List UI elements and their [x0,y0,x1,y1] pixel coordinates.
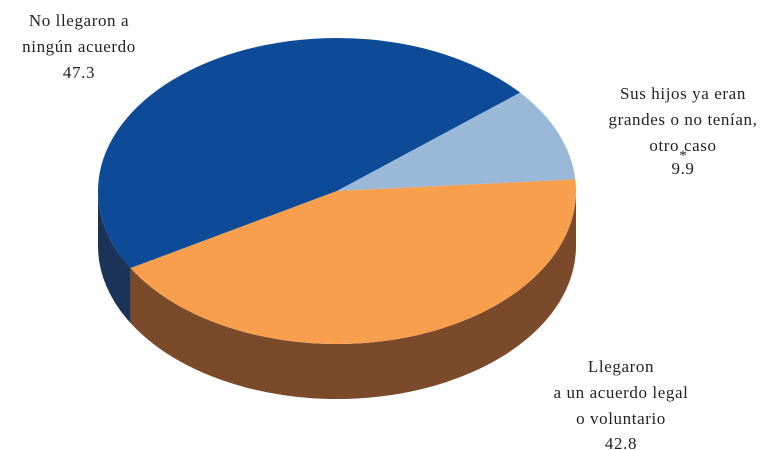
pie-slice-ningun-acuerdo [98,38,521,269]
label-acuerdo-legal-line-2: a un acuerdo legal [554,383,689,402]
label-acuerdo-legal-line-1: Llegaron [588,357,654,376]
label-acuerdo-legal-line-3: o voluntario [576,409,666,428]
label-otro-caso-line-3: otro caso [649,136,716,155]
label-ningun-acuerdo: No llegaron a ningún acuerdo 47.3 [22,11,136,82]
value-ningun-acuerdo: 47.3 [63,63,95,82]
label-acuerdo-legal: Llegaron a un acuerdo legal o voluntario… [554,357,689,450]
label-ningun-acuerdo-line-2: ningún acuerdo [22,37,136,56]
pie-side-acuerdo-legal [130,191,577,399]
pie-slice-acuerdo-legal [130,179,577,345]
asterisk-note: * [679,148,687,164]
label-ningun-acuerdo-line-1: No llegaron a [29,11,129,30]
label-otro-caso-line-2: grandes o no tenían, [609,110,758,129]
value-acuerdo-legal: 42.8 [605,434,637,450]
pie-slice-otro-caso [337,92,576,191]
pie-side-ningun-acuerdo [98,191,131,324]
label-otro-caso-line-1: Sus hijos ya eran [620,84,746,103]
value-otro-caso: 9.9 [671,159,694,178]
label-otro-caso: Sus hijos ya eran grandes o no tenían, o… [609,84,758,178]
